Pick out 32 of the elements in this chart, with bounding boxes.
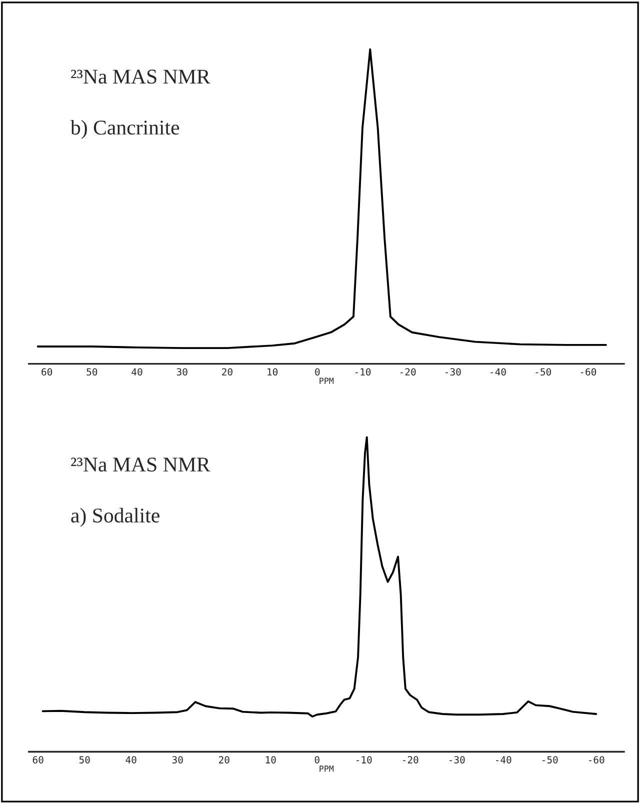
x-tick-label: 60 <box>42 368 52 376</box>
x-tick-label: 40 <box>126 756 136 764</box>
x-tick-label: -20 <box>400 368 416 376</box>
x-tick-label: 0 <box>314 756 320 764</box>
x-tick-label: 20 <box>218 756 230 764</box>
x-tick-label: -50 <box>542 756 558 764</box>
x-tick-label: -30 <box>450 756 465 764</box>
x-tick-label: -40 <box>496 756 512 764</box>
annotation: ²³Na MAS NMR <box>71 70 210 84</box>
x-tick-label: -40 <box>490 368 506 376</box>
x-tick-label: -10 <box>355 368 371 376</box>
x-tick-label: 10 <box>268 368 278 376</box>
x-tick-label: -60 <box>589 756 604 764</box>
x-tick-label: 50 <box>79 756 90 764</box>
x-tick-label: 30 <box>172 756 183 764</box>
x-tick-label: 10 <box>266 756 276 764</box>
x-tick-label: 0 <box>315 368 320 376</box>
x-tick-label: 30 <box>176 368 188 376</box>
annotation: ²³Na MAS NMR <box>71 458 210 472</box>
x-tick-label: -10 <box>356 756 372 764</box>
annotation: b) Cancrinite <box>70 120 180 139</box>
x-tick-label: 40 <box>132 368 142 376</box>
x-tick-label: 60 <box>32 756 44 764</box>
annotation: a) Sodalite <box>71 508 160 527</box>
x-axis-title: PPM <box>320 766 334 772</box>
x-axis-title: PPM <box>320 378 334 384</box>
x-tick-label: 50 <box>86 368 98 376</box>
x-tick-label: -60 <box>580 368 596 376</box>
x-tick-label: -30 <box>446 368 461 376</box>
x-tick-label: -50 <box>536 368 551 376</box>
x-tick-label: -20 <box>403 756 418 764</box>
x-tick-label: 20 <box>222 368 232 376</box>
